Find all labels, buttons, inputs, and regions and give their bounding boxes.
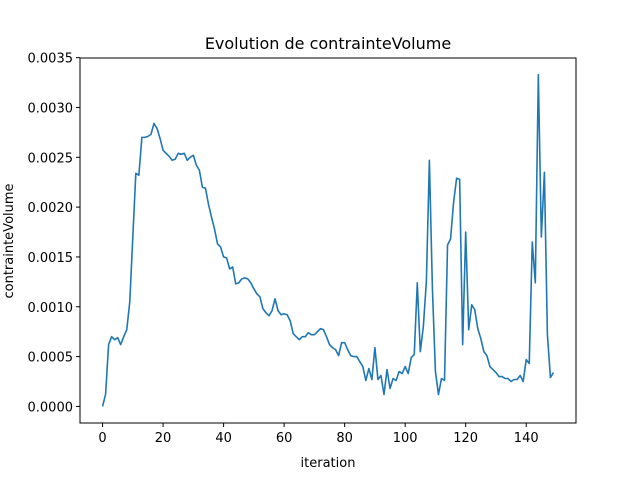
x-tick-label: 100 xyxy=(393,431,418,446)
line-series xyxy=(101,73,555,407)
y-axis-label: contrainteVolume xyxy=(2,183,17,298)
x-tick-label: 40 xyxy=(215,431,232,446)
y-tick-label: 0.0000 xyxy=(28,400,74,415)
chart-title: Evolution de contrainteVolume xyxy=(205,34,451,53)
y-tick-label: 0.0020 xyxy=(28,201,74,216)
x-tick-label: 80 xyxy=(336,431,353,446)
y-tick-label: 0.0035 xyxy=(28,52,74,67)
x-tick-label: 120 xyxy=(453,431,478,446)
y-tick-label: 0.0010 xyxy=(28,301,74,316)
x-tick-label: 20 xyxy=(155,431,172,446)
y-tick-label: 0.0025 xyxy=(28,151,74,166)
y-tick-label: 0.0015 xyxy=(28,251,74,266)
x-tick-label: 140 xyxy=(514,431,539,446)
x-tick-label: 60 xyxy=(276,431,293,446)
axes-frame xyxy=(79,57,577,424)
x-axis-label: iteration xyxy=(301,456,356,471)
y-tick-label: 0.0005 xyxy=(28,351,74,366)
y-tick-label: 0.0030 xyxy=(28,101,74,116)
x-tick-label: 0 xyxy=(98,431,106,446)
